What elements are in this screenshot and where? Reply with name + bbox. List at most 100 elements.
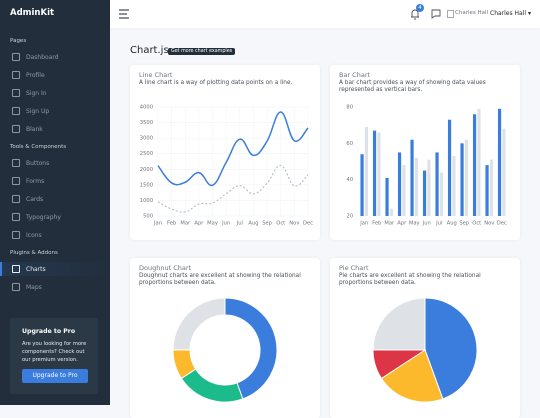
bar [372, 130, 377, 216]
bar [385, 177, 389, 216]
bar [464, 139, 469, 216]
x-tick-label: Aug [447, 221, 457, 227]
menu-toggle[interactable] [118, 8, 130, 20]
bar [427, 159, 431, 216]
bar [477, 108, 481, 216]
chart-title: Bar Chart [339, 71, 371, 79]
pie-slice [380, 349, 444, 403]
page: AdminKit Upgrade to Pro Are you looking … [0, 0, 540, 405]
chart-subtitle: Doughnut charts are excellent at showing… [139, 273, 301, 286]
x-tick-label: Feb [167, 221, 177, 227]
page-title: Chart.js [130, 45, 169, 56]
x-tick-label: Dec [303, 221, 313, 227]
x-tick-label: Jan [153, 221, 162, 227]
x-tick-label: Sep [459, 221, 469, 227]
page-badge[interactable]: Get more chart examples [168, 48, 236, 55]
pie-slice [372, 297, 426, 351]
bar [439, 172, 444, 216]
nav-label: Charts [26, 265, 46, 273]
doughnut-slice [224, 297, 278, 400]
notification-badge: 4 [416, 4, 424, 12]
bar [360, 154, 364, 216]
message-icon[interactable] [430, 8, 442, 20]
nav-icon [12, 265, 20, 273]
nav-item[interactable]: Profile [12, 68, 110, 82]
section-title: Tools & Components [10, 144, 67, 150]
bar [472, 114, 477, 216]
bar [377, 132, 381, 216]
x-tick-label: Oct [276, 221, 285, 227]
nav-item[interactable]: Cards [12, 192, 110, 206]
bell-icon[interactable] [408, 7, 422, 21]
y-tick-label: 1500 [140, 182, 153, 188]
bar [460, 143, 464, 216]
nav-label: Maps [26, 283, 42, 291]
nav-label: Dashboard [26, 53, 59, 61]
chart-subtitle: Pie charts are excellent at showing the … [339, 273, 481, 286]
nav-label: Icons [26, 231, 42, 239]
y-tick-label: 40 [346, 177, 353, 183]
line-series [157, 111, 309, 187]
y-tick-label: 500 [143, 214, 153, 220]
y-tick-label: 3500 [140, 120, 153, 126]
x-tick-label: Jun [221, 221, 230, 227]
chart-title: Line Chart [139, 71, 173, 79]
y-tick-label: 3000 [140, 136, 153, 142]
chart-title: Doughnut Chart [139, 264, 192, 272]
bar [489, 159, 494, 216]
avatar-alt: Charles Hall [455, 10, 489, 16]
nav-item[interactable]: Sign Up [12, 104, 110, 118]
nav-item[interactable]: Buttons [12, 156, 110, 170]
nav-icon [12, 283, 20, 291]
user-name: Charles Hall [490, 10, 527, 17]
avatar[interactable]: Charles Hall [447, 10, 488, 18]
upgrade-title: Upgrade to Pro [22, 328, 76, 335]
x-tick-label: Oct [472, 221, 481, 227]
bar [410, 139, 414, 216]
upgrade-text: Are you looking for more components? Che… [22, 341, 87, 363]
nav-item[interactable]: Maps [12, 280, 110, 294]
nav-label: Sign In [26, 89, 47, 97]
nav-icon [12, 53, 20, 61]
nav-icon [12, 195, 20, 203]
line-series [157, 164, 309, 213]
y-tick-label: 2000 [140, 167, 153, 173]
bar [397, 152, 402, 216]
nav-label: Profile [26, 71, 45, 79]
user-menu[interactable]: Charles Hall ▾ [490, 10, 531, 17]
brand[interactable]: AdminKit [10, 8, 55, 18]
x-tick-label: Feb [372, 221, 382, 227]
bar [422, 170, 427, 216]
x-tick-label: Apr [397, 221, 407, 227]
nav-item[interactable]: Blank [12, 122, 110, 136]
nav-label: Sign Up [26, 107, 50, 115]
nav-item[interactable]: Charts [0, 262, 110, 276]
x-tick-label: May [207, 221, 218, 227]
nav-label: Forms [26, 177, 45, 185]
nav-icon [12, 231, 20, 239]
y-tick-label: 4000 [140, 105, 153, 111]
nav-label: Typography [26, 213, 61, 221]
nav-item[interactable]: Sign In [12, 86, 110, 100]
bar [435, 152, 439, 216]
nav-item[interactable]: Forms [12, 174, 110, 188]
nav-item[interactable]: Typography [12, 210, 110, 224]
x-tick-label: May [409, 221, 420, 227]
y-tick-label: 60 [346, 141, 353, 147]
upgrade-button[interactable]: Upgrade to Pro [22, 369, 88, 383]
bar [485, 165, 489, 216]
header: 4 Charles Hall Charles Hall ▾ [110, 0, 540, 28]
nav-item[interactable]: Dashboard [12, 50, 110, 64]
section-title: Pages [10, 38, 27, 44]
nav-label: Blank [26, 125, 43, 133]
x-tick-label: Apr [194, 221, 204, 227]
nav-icon [12, 177, 20, 185]
nav-label: Cards [26, 195, 44, 203]
x-tick-label: Jun [422, 221, 431, 227]
x-tick-label: Jul [236, 221, 243, 227]
chart-subtitle: A line chart is a way of plotting data p… [139, 80, 293, 86]
y-tick-label: 2500 [140, 151, 153, 157]
nav-item[interactable]: Icons [12, 228, 110, 242]
x-tick-label: Nov [289, 221, 299, 227]
